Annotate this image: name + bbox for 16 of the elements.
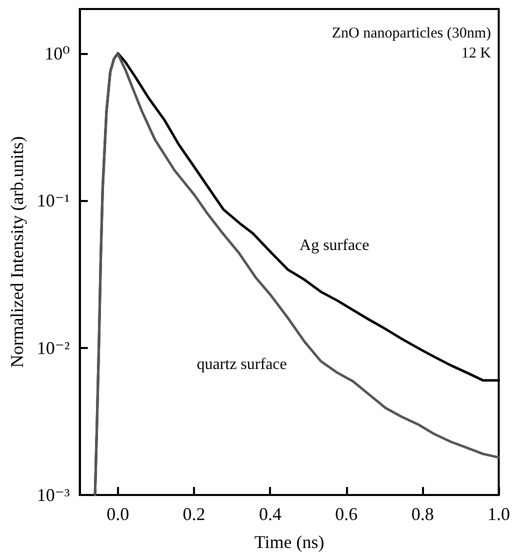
x-tick-label: 0.8 bbox=[411, 504, 434, 524]
x-tick-label: 1.0 bbox=[488, 504, 510, 524]
x-tick-label: 0.6 bbox=[335, 504, 358, 524]
y-tick-label: 10⁰ bbox=[44, 43, 70, 64]
y-tick-label: 10⁻³ bbox=[36, 485, 70, 505]
series-label: Ag surface bbox=[300, 237, 370, 254]
annotation: 12 K bbox=[461, 46, 492, 62]
annotation: ZnO nanoparticles (30nm) bbox=[332, 26, 492, 42]
x-tick-label: 0.2 bbox=[182, 504, 206, 524]
x-axis-title: Time (ns) bbox=[254, 532, 324, 552]
x-tick-label: 0.4 bbox=[258, 504, 282, 524]
y-axis-title: Normalized Intensity (arb.units) bbox=[7, 136, 27, 368]
x-tick-label: 0.0 bbox=[106, 504, 130, 524]
y-tick-label: 10⁻² bbox=[36, 338, 70, 358]
series-label: quartz surface bbox=[196, 356, 287, 373]
y-tick-label: 10⁻¹ bbox=[36, 190, 70, 211]
